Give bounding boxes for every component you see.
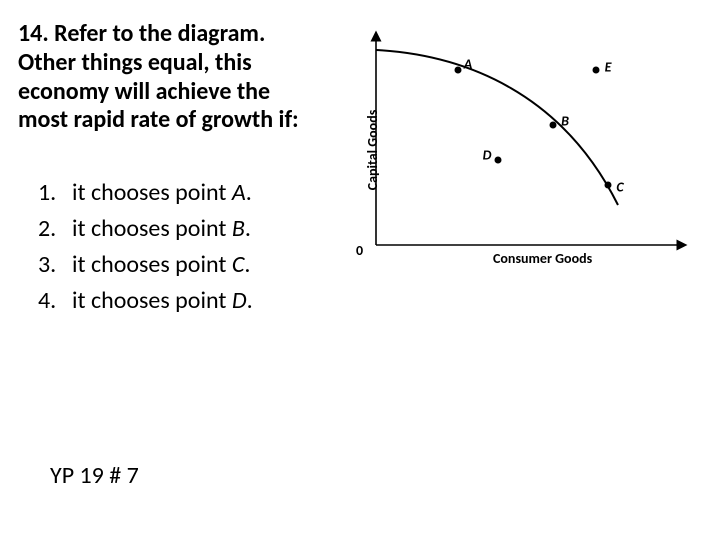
point-label-a: A bbox=[464, 56, 472, 73]
footer-reference: YP 19 # 7 bbox=[50, 461, 139, 490]
option-1: 1. it chooses point A. bbox=[38, 175, 318, 211]
option-text: it chooses point A. bbox=[72, 175, 252, 211]
question-stem: 14. Refer to the diagram. Other things e… bbox=[18, 20, 318, 135]
point-label-c: C bbox=[616, 179, 623, 196]
option-number: 4. bbox=[38, 283, 72, 319]
option-3: 3. it chooses point C. bbox=[38, 247, 318, 283]
option-number: 2. bbox=[38, 211, 72, 247]
chart-svg bbox=[328, 20, 698, 280]
left-column: 14. Refer to the diagram. Other things e… bbox=[18, 20, 328, 520]
option-text: it chooses point C. bbox=[72, 247, 250, 283]
right-column: Capital Goods Consumer Goods 0 A E B D C bbox=[328, 20, 702, 520]
point-label-d: D bbox=[483, 147, 492, 164]
x-axis-label: Consumer Goods bbox=[493, 250, 592, 267]
option-4: 4. it chooses point D. bbox=[38, 283, 318, 319]
answer-options: 1. it chooses point A. 2. it chooses poi… bbox=[18, 175, 318, 319]
option-2: 2. it chooses point B. bbox=[38, 211, 318, 247]
ppf-chart: Capital Goods Consumer Goods 0 A E B D C bbox=[328, 20, 698, 280]
option-text: it chooses point D. bbox=[72, 283, 253, 319]
point-label-e: E bbox=[605, 59, 612, 76]
slide: 14. Refer to the diagram. Other things e… bbox=[0, 0, 720, 540]
origin-label: 0 bbox=[356, 242, 363, 259]
point-label-b: B bbox=[561, 113, 569, 130]
y-axis-label: Capital Goods bbox=[364, 110, 381, 191]
option-text: it chooses point B. bbox=[72, 211, 251, 247]
option-number: 3. bbox=[38, 247, 72, 283]
option-number: 1. bbox=[38, 175, 72, 211]
